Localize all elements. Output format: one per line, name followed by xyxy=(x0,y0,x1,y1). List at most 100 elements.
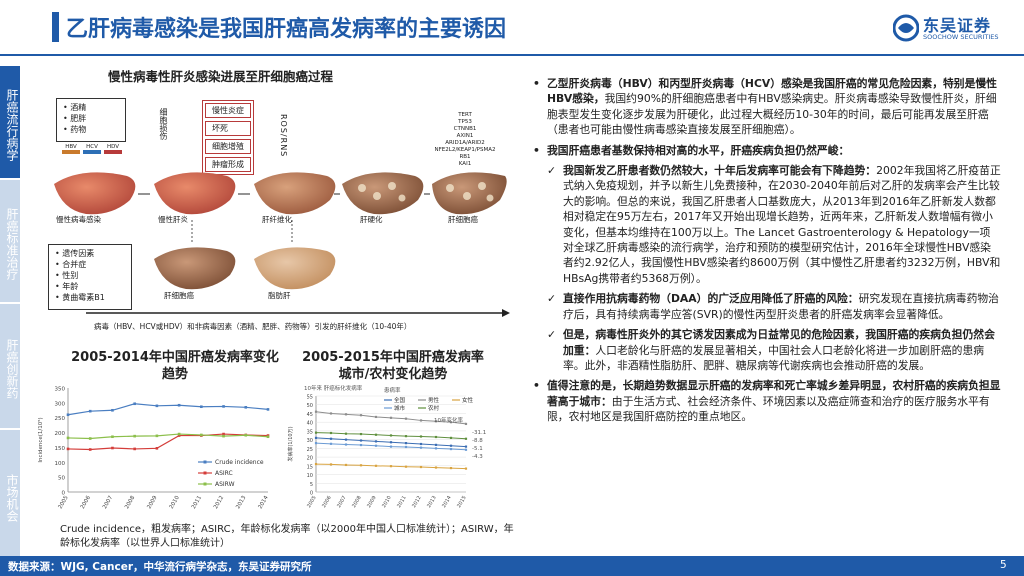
data-point xyxy=(389,465,393,468)
data-point xyxy=(155,434,159,438)
bullet-text-panel: 乙型肝炎病毒（HBV）和丙型肝炎病毒（HCV）感染是我国肝癌的常见危险因素，特别… xyxy=(533,76,1001,430)
x-tick-label: 2012 xyxy=(411,495,423,509)
data-point xyxy=(359,464,363,467)
x-tick-label: 2007 xyxy=(336,495,348,509)
y-tick-label: 10 xyxy=(307,473,313,479)
data-point xyxy=(449,444,453,447)
side-nav-market-opportunity[interactable]: 市场机会 xyxy=(0,430,20,560)
y-tick-label: 5 xyxy=(310,482,313,488)
footer-bar: 数据来源：WJG, Cancer，中华流行病学杂志，东吴证券研究所 5 xyxy=(0,556,1024,576)
risk-box-top: 酒精 肥胖 药物 xyxy=(56,98,126,142)
data-point xyxy=(266,408,270,411)
data-point xyxy=(314,431,318,434)
data-point xyxy=(314,442,318,445)
chart-footnote: Crude incidence，粗发病率；ASIRC，年龄标化发病率（以2000… xyxy=(60,524,514,549)
gene-item: AXIN1 xyxy=(456,133,474,139)
y-tick-label: 200 xyxy=(55,431,66,437)
checkmark-icon: ✓ xyxy=(547,328,557,342)
legend-label: ASIRC xyxy=(215,470,233,477)
checkmark-icon: ✓ xyxy=(547,292,557,306)
gene-item: TP53 xyxy=(458,119,472,125)
x-tick-label: 2009 xyxy=(366,495,378,509)
data-point xyxy=(111,435,114,439)
legend-label: 男性 xyxy=(428,396,440,404)
data-point xyxy=(374,444,378,447)
gene-item: RB1 xyxy=(459,154,471,160)
side-nav-epidemiology[interactable]: 肝癌流行病学 xyxy=(0,66,20,178)
data-point xyxy=(155,447,159,450)
data-point xyxy=(344,463,348,467)
risk-item: 药物 xyxy=(63,124,119,135)
gene-item: NFE2L2/KEAP1/PSMA2 xyxy=(434,147,496,153)
y-tick-label: 0 xyxy=(310,491,313,497)
y-tick-label: 350 xyxy=(55,387,66,393)
data-point xyxy=(344,413,348,416)
data-point xyxy=(449,421,453,424)
stage-box: 细胞增殖 xyxy=(205,139,251,154)
risk-item: 合并症 xyxy=(55,259,125,270)
stage-box: 慢性炎症 xyxy=(205,103,251,118)
x-tick-label: 2007 xyxy=(102,495,114,511)
data-point xyxy=(244,433,248,437)
data-point xyxy=(404,465,408,468)
data-point xyxy=(359,414,363,417)
y-tick-label: 250 xyxy=(55,416,66,422)
logo-mark-icon xyxy=(893,14,919,42)
y-tick-label: 50 xyxy=(307,403,313,409)
x-tick-label: 2011 xyxy=(191,495,203,510)
x-tick-label: 2015 xyxy=(456,495,468,509)
company-logo: 东吴证券 SOOCHOW SECURITIES xyxy=(893,12,1018,46)
figure-caption: 病毒（HBV、HCV或HDV）和非病毒因素（酒精、肥胖、药物等）引发的肝纤维化（… xyxy=(94,322,412,331)
y-tick-label: 25 xyxy=(307,447,313,453)
bullet-1: 乙型肝炎病毒（HBV）和丙型肝炎病毒（HCV）感染是我国肝癌的常见危险因素，特别… xyxy=(533,76,1001,138)
data-point xyxy=(111,408,114,412)
legend-label: 全国 xyxy=(394,396,406,404)
bullet-3: 值得注意的是，长期趋势数据显示肝癌的发病率和死亡率城乡差异明显，农村肝癌的疾病负… xyxy=(533,378,1001,424)
y-tick-label: 55 xyxy=(307,395,313,401)
x-tick-label: 2011 xyxy=(396,495,408,509)
virus-hdv-icon: HDV xyxy=(104,144,122,154)
data-point xyxy=(329,431,333,435)
x-tick-label: 2014 xyxy=(441,495,453,509)
x-tick-label: 2005 xyxy=(306,495,318,509)
risk-box-bottom: 遗传因素 合并症 性别 年龄 黄曲霉素B1 xyxy=(48,244,132,310)
side-nav-innovative-drugs[interactable]: 肝癌创新药 xyxy=(0,304,20,428)
figure-title: 慢性病毒性肝炎感染进展至肝细胞癌过程 xyxy=(108,69,334,84)
data-point xyxy=(434,447,438,450)
change-label: -31.1 xyxy=(472,430,486,436)
data-point xyxy=(329,412,333,415)
liver-label: 慢性肝炎 xyxy=(158,215,188,224)
bullet-1-bold: 乙型肝炎病毒（HBV）和丙型肝炎病毒（HCV）感染是我国肝癌的常见危险因素，特别… xyxy=(547,77,997,106)
check-1-bold: 我国新发乙肝患者数仍然较大，十年后发病率可能会有下降趋势： xyxy=(563,164,877,178)
gene-item: TERT xyxy=(458,112,472,118)
y-tick-label: 45 xyxy=(307,412,313,418)
legend-marker xyxy=(203,482,207,486)
data-point xyxy=(464,467,468,470)
data-point xyxy=(374,440,378,443)
liver-label: 慢性病毒感染 xyxy=(56,215,101,224)
data-point xyxy=(329,437,333,440)
data-point xyxy=(344,438,348,441)
liver-7-icon xyxy=(254,247,336,290)
liver-3-icon xyxy=(254,172,336,215)
data-point xyxy=(359,432,363,436)
y-tick-label: 40 xyxy=(307,421,313,427)
x-tick-label: 2008 xyxy=(124,495,136,511)
x-tick-label: 2006 xyxy=(80,495,92,511)
data-point xyxy=(359,443,363,447)
data-point xyxy=(389,416,393,419)
timeline-arrow-icon xyxy=(86,309,510,317)
side-nav-standard-treatment[interactable]: 肝癌标准治疗 xyxy=(0,180,20,302)
data-point xyxy=(244,406,248,409)
title-bar xyxy=(0,0,1024,58)
risk-item: 黄曲霉素B1 xyxy=(55,292,125,303)
data-point xyxy=(419,465,423,469)
liver-1-icon xyxy=(54,172,136,215)
data-point xyxy=(464,422,468,426)
y-axis-label: 发病率(1/10万) xyxy=(287,426,294,461)
data-point xyxy=(66,447,70,451)
y-tick-label: 50 xyxy=(58,476,65,482)
x-tick-label: 2013 xyxy=(426,495,438,509)
checkmark-icon: ✓ xyxy=(547,164,557,178)
data-point xyxy=(314,462,318,466)
